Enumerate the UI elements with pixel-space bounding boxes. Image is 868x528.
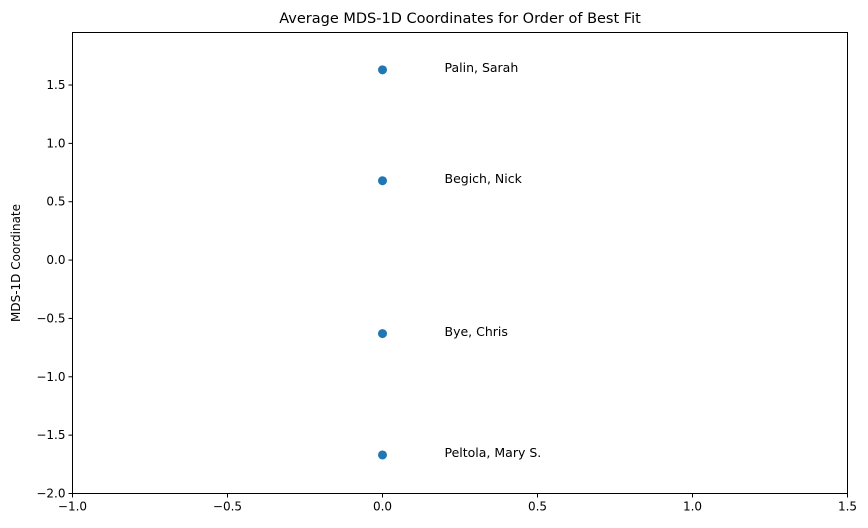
y-tick-label: −1.0 [36, 370, 65, 384]
plot-area-frame [72, 32, 848, 494]
y-tick-label: −2.0 [36, 487, 65, 501]
data-point [378, 176, 387, 186]
x-tick-label: 1.0 [683, 500, 702, 514]
point-label: Begich, Nick [445, 171, 523, 186]
y-tick-label: −1.5 [36, 428, 65, 442]
y-tick-label: 1.5 [46, 78, 65, 92]
x-axis-ticks: −1.0 −0.5 0.0 0.5 1.0 1.5 [58, 493, 857, 514]
point-label: Bye, Chris [445, 324, 508, 339]
y-axis-ticks: −2.0 −1.5 −1.0 −0.5 0.0 0.5 1.0 1.5 [36, 78, 73, 501]
y-tick-label: −0.5 [36, 311, 65, 325]
y-tick-label: 0.5 [46, 195, 65, 209]
x-tick-label: 0.0 [373, 500, 392, 514]
data-point [378, 65, 387, 75]
data-points [378, 65, 387, 460]
x-tick-label: −0.5 [213, 500, 242, 514]
x-tick-label: 1.5 [838, 500, 857, 514]
chart-title: Average MDS-1D Coordinates for Order of … [279, 11, 641, 27]
x-tick-label: −1.0 [58, 500, 87, 514]
point-annotations: Palin, Sarah Begich, Nick Bye, Chris Peltol… [445, 60, 542, 460]
point-label: Peltola, Mary S. [445, 445, 542, 460]
y-axis-label: MDS-1D Coordinate [9, 204, 23, 322]
y-tick-label: 1.0 [46, 136, 65, 150]
y-tick-label: 0.0 [46, 253, 65, 267]
point-label: Palin, Sarah [445, 60, 519, 75]
data-point [378, 450, 387, 460]
data-point [378, 329, 387, 339]
x-tick-label: 0.5 [528, 500, 547, 514]
